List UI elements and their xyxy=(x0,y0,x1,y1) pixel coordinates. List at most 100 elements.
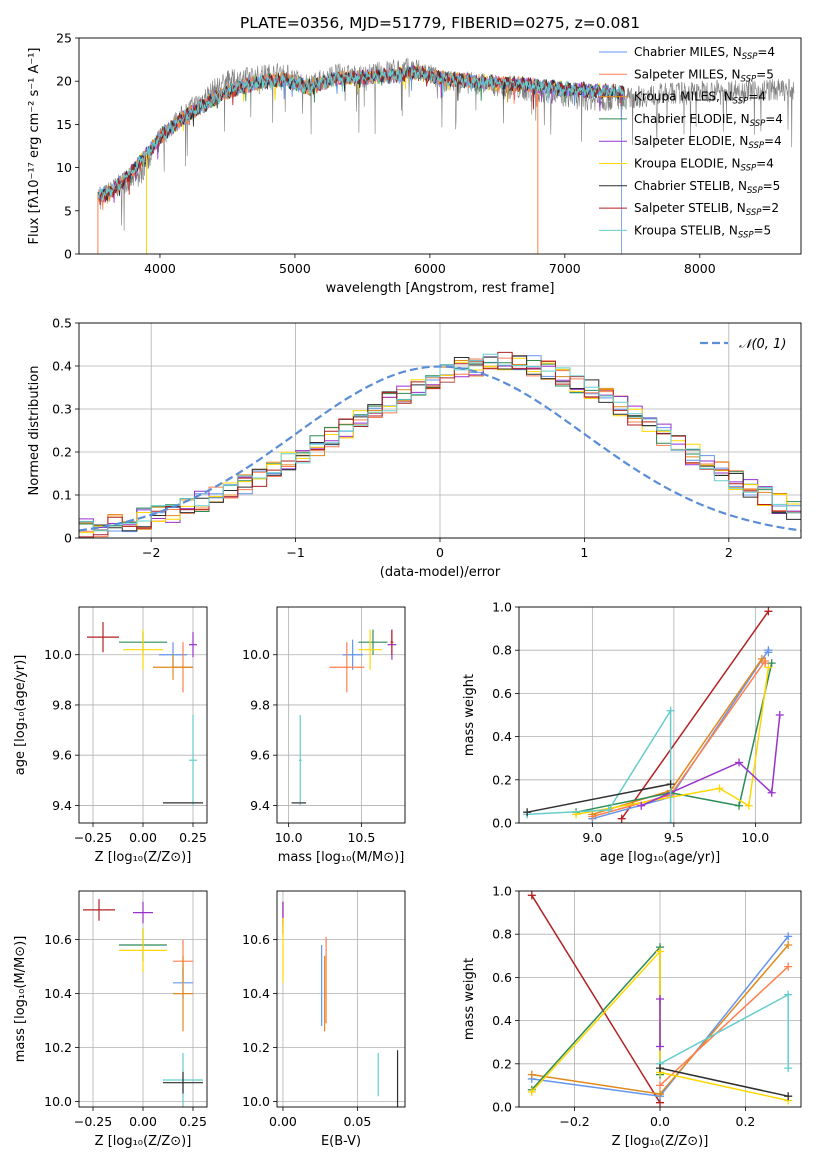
weight-marker xyxy=(735,801,744,810)
y-tick-label: 15 xyxy=(56,117,72,132)
weight-marker xyxy=(527,1087,536,1096)
x-tick-label: 0.05 xyxy=(343,1114,371,1129)
y-tick-label: 5 xyxy=(64,203,72,218)
weight-marker xyxy=(757,654,766,663)
weight-marker xyxy=(523,808,532,817)
errorbar-point xyxy=(119,928,167,972)
residuals-chart: −2 −1 0 1 2 0 0.1 0.2 0.3 0.4 0.5 (data-model)/erro… xyxy=(27,316,802,580)
errorbar-point xyxy=(390,629,394,655)
x-tick-label: 1 xyxy=(580,545,588,560)
y-tick-label: 10.0 xyxy=(44,647,72,662)
y-tick-label: 0.1 xyxy=(52,488,72,503)
weight-marker xyxy=(764,648,773,657)
weight-marker xyxy=(656,1081,664,1090)
y-tick-label: 9.6 xyxy=(250,748,270,763)
axes-frame xyxy=(518,890,802,1108)
y-axis-label: age [log₁₀(age/yr)] xyxy=(13,655,28,776)
weight-marker xyxy=(735,758,744,767)
weight_vs_Z-chart: −0.2 0.0 0.2 0.0 0.2 0.4 0.6 0.8 1.0 Z [log₁₀(Z/Z… xyxy=(462,884,802,1149)
y-tick-label: 10.0 xyxy=(242,1094,270,1109)
y-tick-label: 0.4 xyxy=(492,1013,512,1028)
weight-marker xyxy=(656,995,664,1003)
weight-marker xyxy=(715,784,724,793)
y-tick-label: 10.2 xyxy=(44,1040,72,1055)
x-tick-label: 0.00 xyxy=(129,1114,157,1129)
y-tick-label: 1.0 xyxy=(492,600,512,615)
errorbar-point xyxy=(358,629,382,670)
y-axis-label: Flux [fλ10⁻¹⁷ erg cm⁻² s⁻¹ A⁻¹] xyxy=(27,48,42,245)
x-axis-label: wavelength [Angstrom, rest frame] xyxy=(326,281,555,296)
errorbar-point xyxy=(123,629,163,670)
y-tick-label: 9.4 xyxy=(52,798,72,813)
errorbar-point xyxy=(133,901,153,924)
y-tick-label: 0.4 xyxy=(492,729,512,744)
y-tick-label: 0.5 xyxy=(52,316,72,331)
legend: Chabrier MILES, NSSP=4 Salpeter MILES, NS… xyxy=(599,45,783,240)
x-tick-label: 9.5 xyxy=(664,830,684,845)
weight-line xyxy=(659,1067,789,1097)
weight_vs_age-chart: 9.0 9.5 10.0 0.0 0.2 0.4 0.6 0.8 1.0 age [log₁₀(a… xyxy=(462,600,802,865)
errorbar-point xyxy=(83,899,115,921)
x-tick-label: −0.25 xyxy=(74,1114,112,1129)
y-tick-label: 20 xyxy=(56,74,72,89)
legend-label: Kroupa ELODIE, NSSP=4 xyxy=(634,157,774,174)
weight-marker xyxy=(744,801,753,810)
y-tick-label: 10.2 xyxy=(242,1040,270,1055)
x-tick-label: −0.2 xyxy=(559,1114,589,1129)
errorbar-point xyxy=(189,715,197,806)
y-tick-label: 0.2 xyxy=(52,445,72,460)
legend-label: Chabrier STELIB, NSSP=5 xyxy=(634,179,780,196)
age_vs_mass-plot xyxy=(291,629,397,806)
legend-label: Kroupa STELIB, NSSP=5 xyxy=(634,223,771,240)
y-tick-label: 0.3 xyxy=(52,402,72,417)
y-tick-label: 10.0 xyxy=(44,1094,72,1109)
x-tick-label: 0.2 xyxy=(736,1114,756,1129)
weight-marker xyxy=(656,947,664,956)
weight-marker xyxy=(775,711,784,719)
y-tick-label: 10.4 xyxy=(242,986,270,1001)
y-tick-label: 9.8 xyxy=(250,697,270,712)
x-tick-label: 10.0 xyxy=(275,830,303,845)
x-axis-label: (data-model)/error xyxy=(380,565,501,580)
x-axis-label: age [log₁₀(age/yr)] xyxy=(600,850,721,865)
errorbar-point xyxy=(342,639,363,670)
x-tick-label: −1 xyxy=(286,545,304,560)
y-axis-label: mass weight xyxy=(462,674,477,756)
mass_vs_Z-plot xyxy=(83,899,203,1107)
y-tick-label: 25 xyxy=(56,31,72,46)
x-tick-label: 0.0 xyxy=(650,1114,670,1129)
y-tick-label: 0.4 xyxy=(52,359,72,374)
y-tick-label: 0.0 xyxy=(492,1100,512,1115)
errorbar-point xyxy=(87,622,119,653)
mass_vs_ebv-chart: 0.00 0.05 10.0 10.2 10.4 10.6 E(B-V) xyxy=(242,890,406,1149)
weight-line xyxy=(659,966,789,1086)
x-tick-label: 0.00 xyxy=(269,1114,297,1129)
y-tick-label: 10.4 xyxy=(44,986,72,1001)
age_vs_Z-chart: −0.25 0.00 0.25 9.4 9.6 9.8 10.0 Z [log₁₀(Z/Z⊙)… xyxy=(13,606,208,865)
axes-frame xyxy=(78,322,802,539)
spectrum-chart: 4000 5000 6000 7000 8000 0 5 10 15 20 25 wavelength… xyxy=(27,14,802,296)
x-axis-label: Z [log₁₀(Z/Z⊙)] xyxy=(95,1134,192,1149)
y-tick-label: 10.0 xyxy=(242,647,270,662)
x-axis-label: Z [log₁₀(Z/Z⊙)] xyxy=(612,1134,709,1149)
x-tick-label: 0.00 xyxy=(129,830,157,845)
axes-frame xyxy=(78,37,802,255)
y-tick-label: 1.0 xyxy=(492,884,512,899)
weight-marker xyxy=(767,788,776,797)
x-tick-label: 0.25 xyxy=(179,1114,207,1129)
y-tick-label: 9.4 xyxy=(250,798,270,813)
weight-marker xyxy=(666,706,675,715)
legend-label: Salpeter ELODIE, NSSP=4 xyxy=(634,134,782,151)
axes-frame xyxy=(276,606,406,824)
x-tick-label: −0.25 xyxy=(74,830,112,845)
y-tick-label: 10 xyxy=(56,160,72,175)
weight-line xyxy=(621,610,770,820)
y-tick-label: 0.8 xyxy=(492,927,512,942)
residuals-plot xyxy=(79,351,801,538)
weight-marker xyxy=(784,932,793,941)
errorbar-point xyxy=(173,955,193,1032)
x-tick-label: 5000 xyxy=(279,261,311,276)
weight-marker xyxy=(784,962,793,971)
weight-marker xyxy=(784,1064,793,1073)
legend-label: Salpeter STELIB, NSSP=2 xyxy=(634,201,779,218)
